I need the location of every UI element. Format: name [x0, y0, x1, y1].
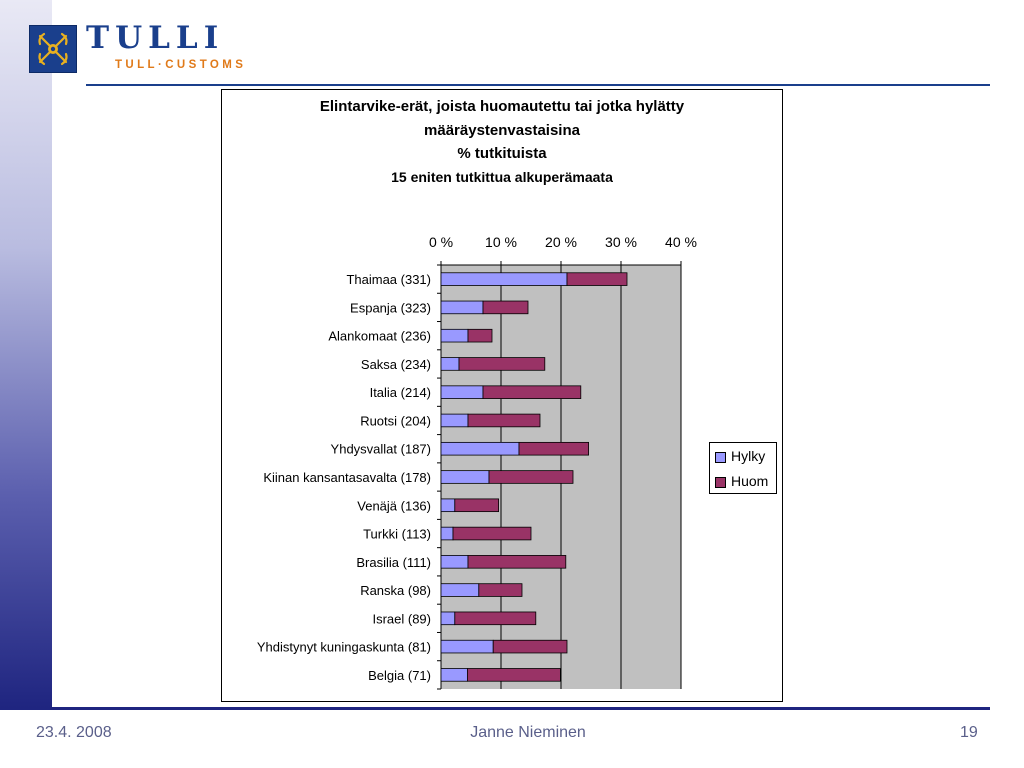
category-label: Espanja (323): [350, 300, 431, 315]
category-label: Thaimaa (331): [346, 272, 431, 287]
bar-chart: 0 % 10 % 20 % 30 % 40 % Thaimaa (331) Espanja …: [257, 234, 697, 690]
bar-hylky: [440, 272, 568, 286]
bar-hylky: [440, 583, 480, 597]
chart-panel: Elintarvike-erät, joista huomautettu tai…: [221, 89, 783, 702]
footer-divider: [0, 707, 990, 710]
bar-huom: [518, 441, 589, 456]
bar-hylky: [440, 328, 469, 343]
sidebar-gradient: [0, 0, 52, 708]
bar-hylky: [440, 611, 456, 626]
bar-hylky: [440, 385, 484, 399]
category-label: Kiinan kansantasavalta (178): [263, 470, 431, 485]
x-tick-label: 0 %: [429, 234, 453, 250]
footer-author: Janne Nieminen: [470, 724, 586, 741]
bar-hylky: [440, 498, 456, 513]
bar-hylky: [440, 555, 469, 569]
bar-huom: [492, 639, 568, 654]
category-label: Italia (214): [370, 385, 431, 400]
chart-subtitle: 15 eniten tutkittua alkuperämaata: [391, 169, 613, 185]
category-label: Alankomaat (236): [328, 329, 431, 344]
footer-page-number: 19: [960, 724, 978, 741]
bar-hylky: [440, 300, 484, 315]
chart-title-line-1: Elintarvike-erät, joista huomautettu tai…: [319, 98, 685, 115]
bar-huom: [467, 413, 541, 428]
bar-huom: [566, 272, 628, 286]
x-tick-label: 40 %: [665, 234, 697, 250]
category-label: Yhdistynyt kuningaskunta (81): [257, 640, 431, 655]
category-label: Brasilia (111): [356, 555, 431, 570]
bar-huom: [454, 498, 500, 513]
bar-hylky: [440, 357, 460, 371]
bar-hylky: [440, 639, 494, 654]
bar-huom: [467, 555, 567, 569]
customs-emblem-icon: [29, 25, 77, 73]
bar-huom: [458, 357, 546, 371]
category-label: Ruotsi (204): [360, 413, 431, 428]
bar-huom: [478, 583, 523, 597]
category-label: Belgia (71): [368, 668, 431, 683]
bar-huom: [452, 526, 532, 541]
bar-huom: [482, 385, 582, 399]
bar-huom: [466, 668, 561, 682]
category-label: Turkki (113): [363, 527, 431, 542]
category-label: Ranska (98): [360, 583, 431, 598]
x-tick-label: 10 %: [485, 234, 517, 250]
bar-hylky: [440, 441, 520, 456]
x-tick-label: 30 %: [605, 234, 637, 250]
legend-swatch-hylky: [715, 452, 726, 463]
header-divider: [86, 84, 990, 86]
bar-hylky: [440, 470, 490, 484]
bar-hylky: [440, 526, 454, 541]
chart-title-line-2: määräystenvastaisina: [424, 122, 580, 139]
category-label: Israel (89): [372, 611, 431, 626]
chart-title-line-3: % tutkituista: [457, 145, 547, 162]
brand-subtitle: TULL·CUSTOMS: [115, 59, 247, 71]
brand-name: TULLI: [86, 20, 225, 56]
legend-label-huom: Huom: [731, 473, 769, 489]
chart-legend: Hylky Huom: [709, 442, 777, 494]
bar-huom: [454, 611, 537, 626]
legend-label-hylky: Hylky: [731, 448, 766, 464]
category-label: Venäjä (136): [357, 498, 431, 513]
bar-hylky: [440, 413, 469, 428]
bar-hylky: [440, 668, 468, 682]
category-label: Saksa (234): [361, 357, 431, 372]
footer-date: 23.4. 2008: [36, 724, 112, 741]
bar-huom: [467, 328, 493, 343]
category-label: Yhdysvallat (187): [331, 442, 431, 457]
x-tick-label: 20 %: [545, 234, 577, 250]
bar-huom: [482, 300, 529, 315]
legend-swatch-huom: [715, 477, 726, 488]
bar-huom: [488, 470, 574, 484]
